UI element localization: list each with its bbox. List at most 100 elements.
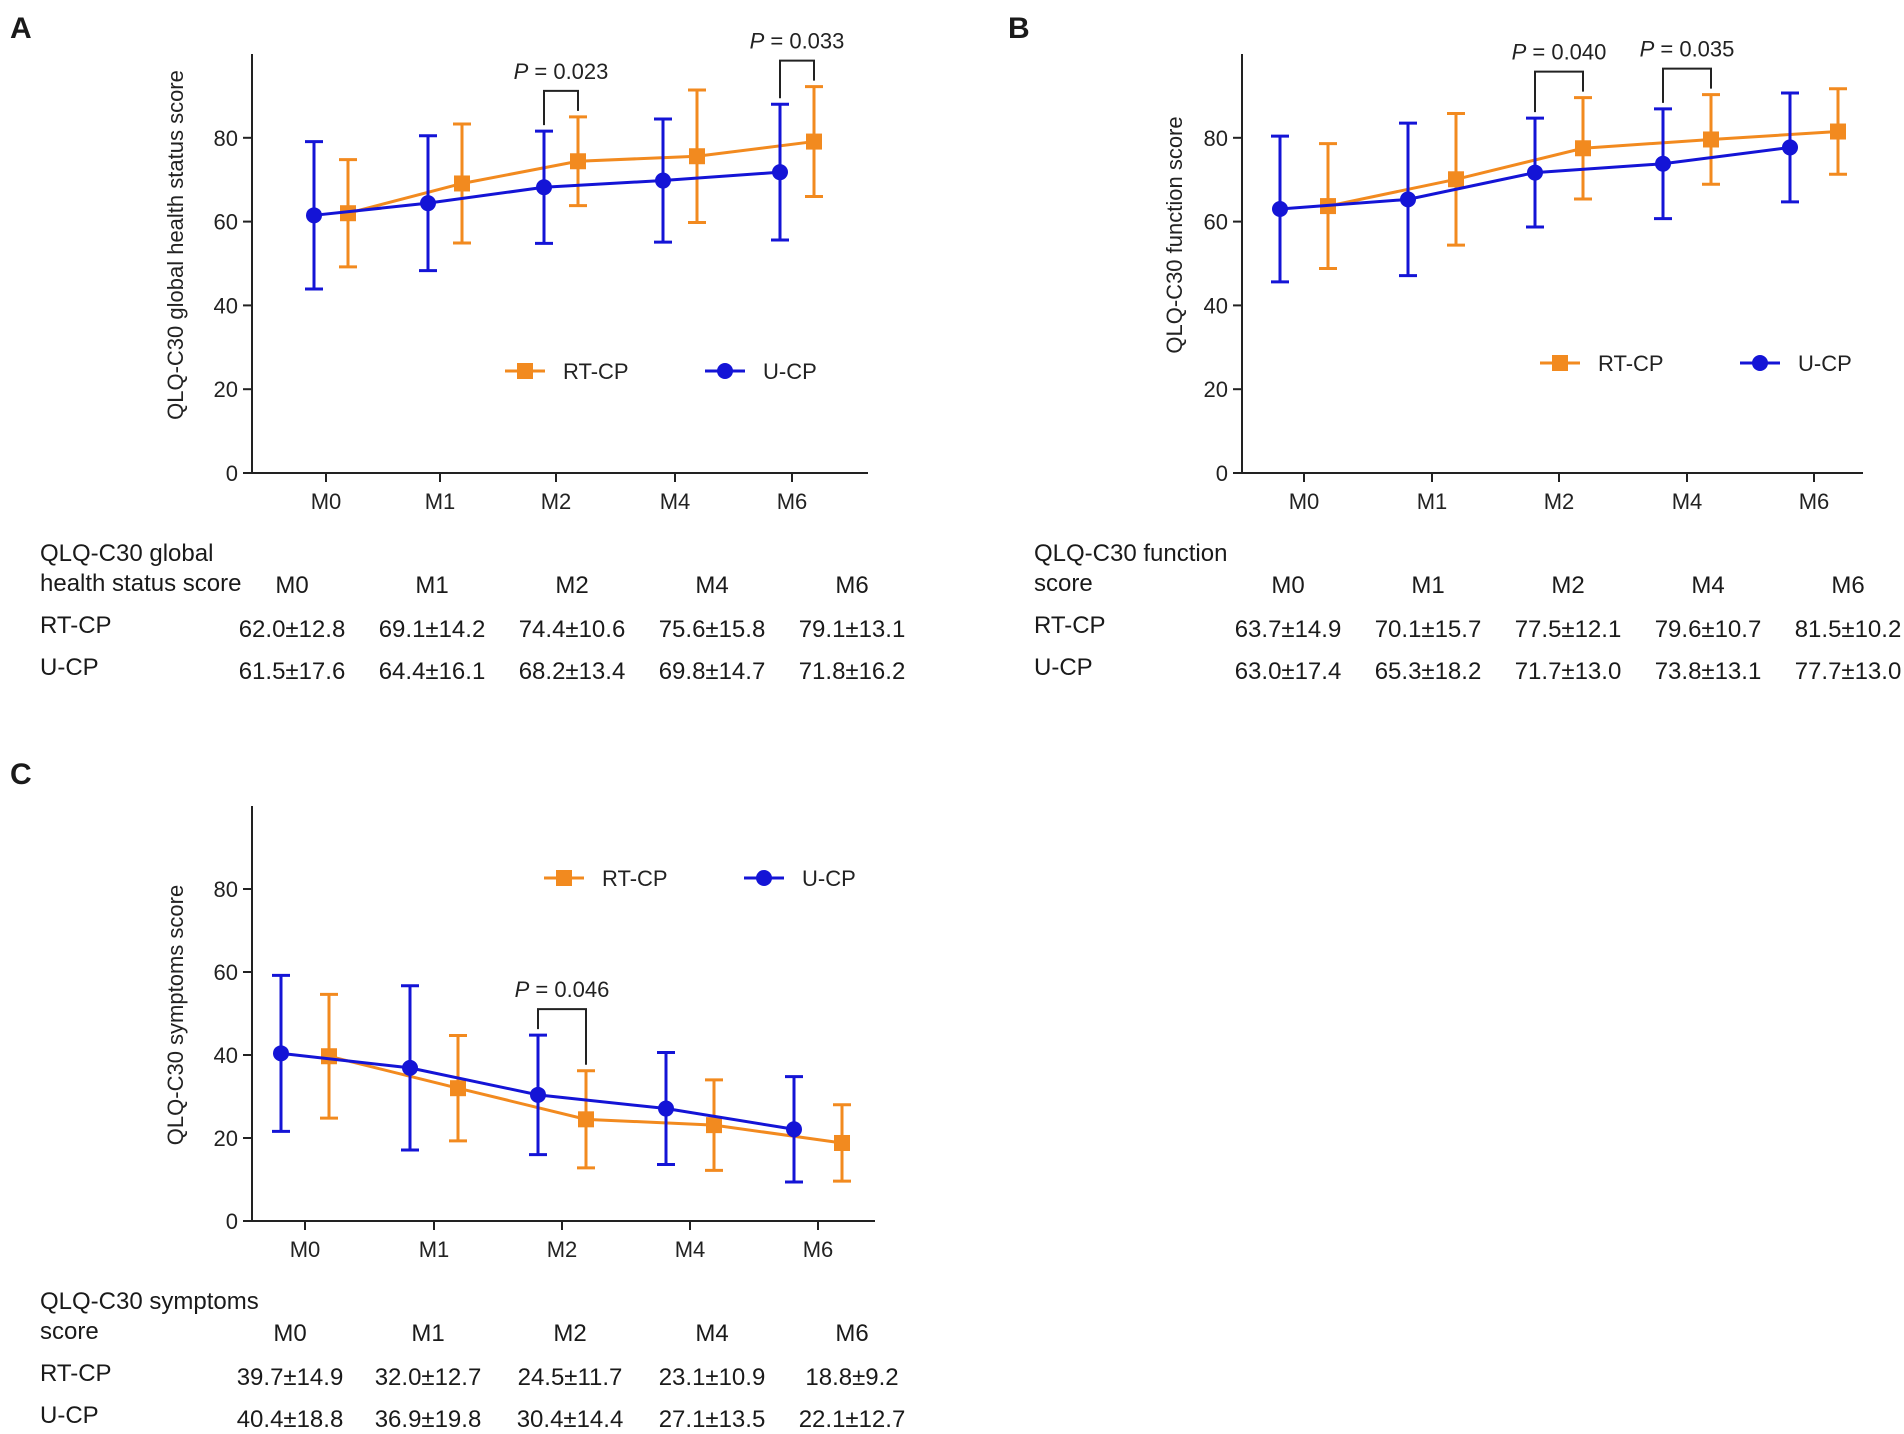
table-c-cell: 39.7±14.9 xyxy=(236,1364,344,1391)
table-c-cell: 18.8±9.2 xyxy=(805,1364,899,1391)
table-a-cell: 75.6±15.8 xyxy=(658,616,766,643)
p-bracket-a-1 xyxy=(779,59,815,99)
legend-b-label-0: RT-CP xyxy=(1598,351,1664,376)
chart-b-xtick-label: M4 xyxy=(1672,489,1703,514)
chart-a-ytick-label: 0 xyxy=(226,461,238,486)
chart-b-xtick-label: M0 xyxy=(1289,489,1320,514)
table-a-header: M2 xyxy=(555,572,589,599)
table-c-cell: 32.0±12.7 xyxy=(374,1364,482,1391)
p-value-label-a-0: P = 0.023 xyxy=(514,59,609,84)
legend-b-label-1: U-CP xyxy=(1798,351,1852,376)
table-a-title-line-1: QLQ-C30 global xyxy=(40,540,214,567)
chart-a-y-label: QLQ-C30 global health status score xyxy=(163,70,188,420)
table-c-title-line-1: QLQ-C30 symptoms xyxy=(40,1288,259,1315)
table-c-cell: 40.4±18.8 xyxy=(236,1406,344,1433)
marker-c-u-cp-1 xyxy=(402,1059,418,1076)
p-value-label-c-0: P = 0.046 xyxy=(515,977,610,1002)
marker-b-rt-cp-2 xyxy=(1575,140,1591,157)
table-c-cell: 27.1±13.5 xyxy=(658,1406,766,1433)
chart-a-xtick-label: M0 xyxy=(311,489,342,514)
table-a-row-label: U-CP xyxy=(40,654,99,681)
p-bracket-a-0 xyxy=(543,89,579,126)
marker-b-rt-cp-1 xyxy=(1448,171,1464,188)
marker-b-u-cp-4 xyxy=(1782,139,1798,156)
marker-b-rt-cp-3 xyxy=(1703,131,1719,148)
table-b-header: M1 xyxy=(1411,572,1445,599)
p-value-label-b-1: P = 0.035 xyxy=(1640,37,1735,62)
table-b-row-label: U-CP xyxy=(1034,654,1093,681)
marker-a-u-cp-0 xyxy=(306,207,322,224)
chart-a-xtick-label: M2 xyxy=(541,489,572,514)
marker-a-u-cp-1 xyxy=(420,195,436,212)
legend-a-marker-u-cp xyxy=(717,363,733,379)
marker-c-rt-cp-3 xyxy=(706,1117,722,1134)
table-a-header: M4 xyxy=(695,572,729,599)
table-b-header: M6 xyxy=(1831,572,1865,599)
panel-letter-c: C xyxy=(10,758,32,791)
table-c-cell: 22.1±12.7 xyxy=(798,1406,906,1433)
legend-a-label-1: U-CP xyxy=(763,359,817,384)
table-b-cell: 73.8±13.1 xyxy=(1654,658,1762,685)
chart-c-ytick-label: 0 xyxy=(226,1209,238,1234)
table-c-cell: 30.4±14.4 xyxy=(516,1406,624,1433)
p-value-label-b-0: P = 0.040 xyxy=(1512,40,1607,65)
table-a-cell: 68.2±13.4 xyxy=(518,658,626,685)
chart-c-xtick-label: M4 xyxy=(675,1237,706,1262)
table-b-cell: 81.5±10.2 xyxy=(1794,616,1902,643)
table-b-cell: 71.7±13.0 xyxy=(1514,658,1622,685)
marker-c-rt-cp-2 xyxy=(578,1111,594,1128)
chart-a-xtick-label: M6 xyxy=(777,489,808,514)
marker-c-u-cp-2 xyxy=(530,1086,546,1103)
table-c-header: M1 xyxy=(411,1320,445,1347)
table-b-cell: 63.7±14.9 xyxy=(1234,616,1342,643)
table-c-cell: 23.1±10.9 xyxy=(658,1364,766,1391)
chart-b-xtick-label: M6 xyxy=(1799,489,1830,514)
table-a-cell: 79.1±13.1 xyxy=(798,616,906,643)
p-bracket-b-0 xyxy=(1534,70,1584,113)
marker-a-rt-cp-2 xyxy=(570,153,586,170)
chart-c-ytick-label: 80 xyxy=(214,877,238,902)
marker-a-u-cp-2 xyxy=(536,179,552,196)
table-a-cell: 74.4±10.6 xyxy=(518,616,626,643)
table-c-header: M6 xyxy=(835,1320,869,1347)
table-a-cell: 71.8±16.2 xyxy=(798,658,906,685)
table-b-header: M2 xyxy=(1551,572,1585,599)
table-a-header: M1 xyxy=(415,572,449,599)
chart-a-ytick-label: 60 xyxy=(214,210,238,235)
legend-c-marker-rt-cp xyxy=(556,870,572,886)
table-c-row-label: U-CP xyxy=(40,1402,99,1429)
chart-b-ytick-label: 40 xyxy=(1204,293,1228,318)
marker-a-rt-cp-0 xyxy=(340,205,356,222)
marker-a-rt-cp-3 xyxy=(689,148,705,165)
chart-a-ytick-label: 20 xyxy=(214,377,238,402)
marker-b-rt-cp-4 xyxy=(1830,123,1846,140)
table-a-cell: 69.1±14.2 xyxy=(378,616,486,643)
chart-c-xtick-label: M1 xyxy=(419,1237,450,1262)
chart-c-ytick-label: 60 xyxy=(214,960,238,985)
chart-a-xtick-label: M4 xyxy=(660,489,691,514)
marker-a-rt-cp-1 xyxy=(454,175,470,192)
table-b-cell: 77.5±12.1 xyxy=(1514,616,1622,643)
marker-c-rt-cp-0 xyxy=(321,1048,337,1065)
chart-b-xtick-label: M1 xyxy=(1417,489,1448,514)
marker-c-rt-cp-4 xyxy=(834,1134,850,1151)
chart-a-group: 0 20 40 60 80 M0 M1 M2 M4 M6 QLQ-C30 global health… xyxy=(163,29,868,514)
table-a-header: M0 xyxy=(275,572,309,599)
marker-a-u-cp-4 xyxy=(772,164,788,181)
legend-c-marker-u-cp xyxy=(756,870,772,886)
marker-a-u-cp-3 xyxy=(655,172,671,189)
table-c-header: M4 xyxy=(695,1320,729,1347)
table-a-cell: 62.0±12.8 xyxy=(238,616,346,643)
table-c-row-label: RT-CP xyxy=(40,1360,112,1387)
table-a-title-line-2: health status score xyxy=(40,570,242,597)
marker-a-rt-cp-4 xyxy=(806,133,822,150)
series-a-rt-cp-line xyxy=(347,140,815,215)
chart-c-group: 0 20 40 60 80 M0 M1 M2 M4 M6 QLQ-C30 symptoms scor… xyxy=(163,806,875,1262)
chart-c-xtick-label: M2 xyxy=(547,1237,578,1262)
table-b-title-line-2: score xyxy=(1034,570,1093,597)
chart-b-ytick-label: 0 xyxy=(1216,461,1228,486)
table-b-title-line-1: QLQ-C30 function xyxy=(1034,540,1228,567)
legend-b-marker-u-cp xyxy=(1752,355,1768,371)
panel-letter-a: A xyxy=(10,12,32,45)
table-a-cell: 64.4±16.1 xyxy=(378,658,486,685)
